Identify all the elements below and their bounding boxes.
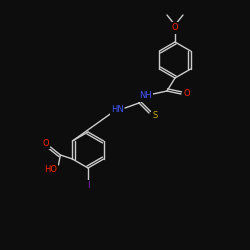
Text: HO: HO [44,164,57,173]
Text: NH: NH [140,92,152,100]
Text: O: O [172,24,178,32]
Text: HN: HN [110,106,124,114]
Text: S: S [152,112,158,120]
Text: O: O [42,138,49,147]
Text: O: O [184,90,190,98]
Text: I: I [87,182,89,190]
